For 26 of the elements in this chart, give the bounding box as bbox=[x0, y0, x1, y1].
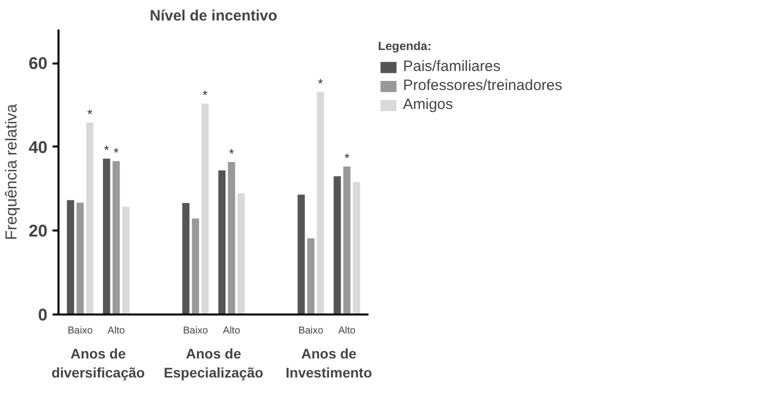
text: Anos de Investimento bbox=[286, 346, 372, 381]
legend-title: Legenda: bbox=[378, 39, 432, 53]
x-tick-label: Alto bbox=[108, 326, 126, 336]
x-tick-label: Baixo bbox=[182, 326, 208, 336]
text: Anos de Especialização bbox=[164, 346, 264, 381]
data-label: * bbox=[114, 145, 119, 160]
data-label: * bbox=[104, 142, 110, 158]
legend-label: Professores/treinadores bbox=[403, 77, 562, 94]
chart-title: Nível de incentivo bbox=[150, 8, 278, 24]
x-tick-label: Baixo bbox=[68, 326, 94, 336]
text: Anos de diversificação bbox=[51, 346, 145, 381]
legend-label: Amigos bbox=[403, 96, 454, 113]
data-label: * bbox=[202, 88, 208, 103]
y-axis-title: Frequência relativa bbox=[4, 104, 21, 240]
data-label: * bbox=[228, 146, 234, 161]
y-tick-label: 40 bbox=[28, 138, 48, 157]
data-label: * bbox=[318, 76, 323, 91]
x-tick-label: Baixo bbox=[298, 326, 324, 336]
data-label: * bbox=[87, 106, 92, 122]
x-tick-label: Alto bbox=[338, 326, 356, 336]
y-tick-label: 60 bbox=[28, 54, 48, 74]
legend-label: Pais/familiares bbox=[403, 58, 501, 75]
x-tick-label: Alto bbox=[222, 326, 241, 336]
data-label: * bbox=[344, 150, 350, 166]
y-tick-label: 20 bbox=[28, 222, 48, 241]
y-tick-label: 0 bbox=[38, 306, 48, 324]
